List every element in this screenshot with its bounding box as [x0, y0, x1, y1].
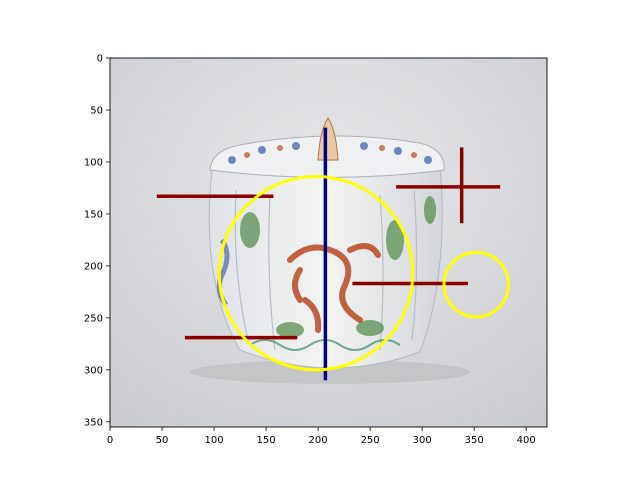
overlay-circle-6: [217, 174, 415, 372]
overlay-layer: [156, 127, 511, 381]
y-tick-label: 50: [90, 105, 103, 116]
y-tick-label: 0: [97, 54, 103, 65]
lid-rim-pattern: [228, 142, 432, 164]
overlay-circle-7: [442, 250, 511, 319]
photo-image: [110, 58, 547, 427]
y-tick-label: 300: [84, 365, 103, 376]
x-tick-label: 250: [361, 435, 380, 446]
axes-frame: [109, 57, 548, 428]
red-dragon: [287, 243, 381, 333]
y-tick-label: 250: [84, 313, 103, 324]
x-tick-label: 400: [517, 435, 536, 446]
box-shadow: [190, 360, 470, 384]
y-tick-label: 350: [84, 417, 103, 428]
green-foliage: [240, 196, 436, 338]
y-tick-label: 200: [84, 261, 103, 272]
y-tick-label: 100: [84, 157, 103, 168]
y-tick-label: 150: [84, 209, 103, 220]
lid-rim-red: [244, 145, 417, 158]
x-tick-label: 200: [309, 435, 328, 446]
x-tick-label: 0: [107, 435, 113, 446]
x-tick-label: 150: [257, 435, 276, 446]
x-axis: 0 50 100 150 200 250 300 350 400: [107, 427, 536, 446]
x-tick-label: 50: [156, 435, 169, 446]
x-tick-label: 100: [205, 435, 224, 446]
lid-knob: [317, 117, 339, 161]
x-tick-label: 350: [465, 435, 484, 446]
y-axis: 0 50 100 150 200 250 300 350: [84, 54, 110, 428]
x-tick-label: 300: [413, 435, 432, 446]
